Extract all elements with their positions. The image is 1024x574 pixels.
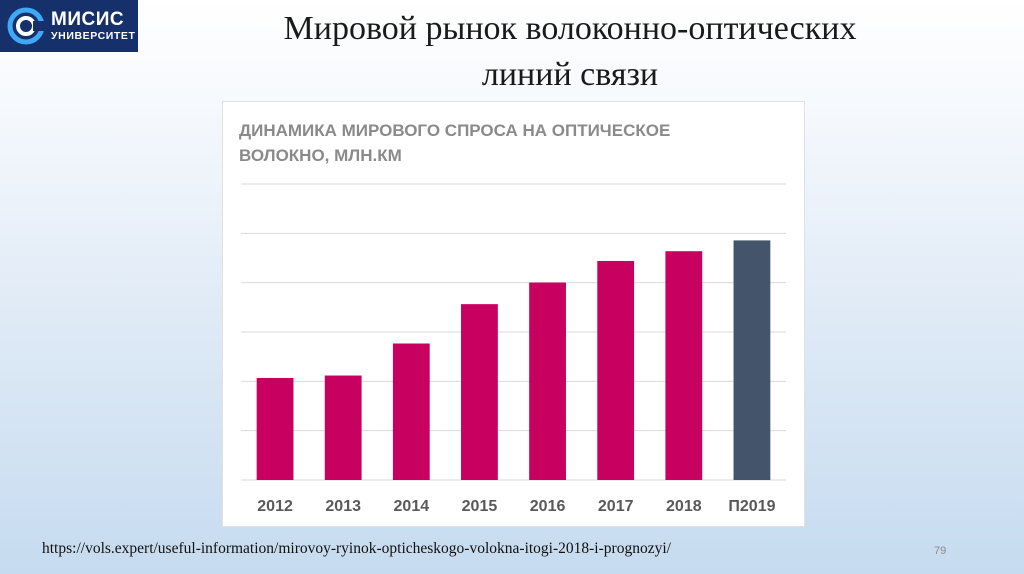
slide-title: Мировой рынок волоконно-оптических линий… — [220, 6, 920, 98]
x-tick-label: 2015 — [462, 498, 498, 515]
bar-П2019 — [733, 240, 771, 480]
x-tick-label: 2014 — [394, 498, 430, 515]
slide-title-line-2: линий связи — [481, 56, 659, 93]
logo-name: МИСИС — [51, 9, 125, 30]
x-tick-label: 2017 — [598, 498, 634, 515]
bar-2015 — [461, 304, 498, 480]
bar-2018 — [665, 251, 703, 480]
university-logo: МИСИС УНИВЕРСИТЕТ — [0, 0, 138, 52]
x-tick-label: П2019 — [728, 498, 775, 515]
bar-2013 — [324, 375, 362, 480]
x-tick-label: 2018 — [666, 498, 702, 515]
misis-logo-icon — [7, 7, 45, 45]
logo-subtitle: УНИВЕРСИТЕТ — [51, 30, 136, 42]
x-tick-label: 2016 — [530, 498, 566, 515]
slide-title-line-1: Мировой рынок волоконно-оптических — [283, 10, 857, 47]
x-tick-label: 2012 — [257, 498, 293, 515]
bar-2016 — [529, 282, 566, 480]
bar-2014 — [392, 343, 430, 480]
chart-title: Динамика мирового спроса на оптическое в… — [239, 121, 671, 165]
bar-chart: 2012 2013 2014 2015 2016 2017 2018 П2019 — [241, 183, 786, 515]
chart-card: Динамика мирового спроса на оптическое в… — [222, 101, 805, 527]
slide-number: 79 — [934, 545, 947, 557]
source-link[interactable]: https://vols.expert/useful-information/m… — [42, 540, 671, 557]
bar-2012 — [256, 377, 294, 480]
bar-2017 — [597, 260, 635, 480]
x-tick-label: 2013 — [325, 498, 361, 515]
